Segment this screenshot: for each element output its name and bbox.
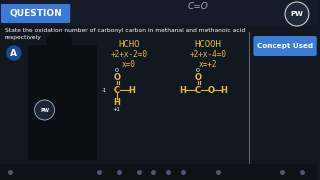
Text: State the oxidation number of carbonyl carbon in methanal and methanoic acid: State the oxidation number of carbonyl c… — [5, 28, 245, 33]
Text: H: H — [128, 86, 135, 94]
Text: -1: -1 — [101, 87, 107, 93]
Text: x=+2: x=+2 — [199, 60, 217, 69]
Text: HCOOH: HCOOH — [195, 39, 221, 48]
Text: PW: PW — [291, 11, 303, 17]
Text: QUESTION: QUESTION — [9, 8, 62, 17]
Text: +2+x-4=0: +2+x-4=0 — [189, 50, 226, 59]
Circle shape — [47, 30, 71, 54]
Text: O: O — [195, 73, 202, 82]
Text: HCHO: HCHO — [118, 39, 140, 48]
FancyBboxPatch shape — [253, 36, 317, 56]
Text: O: O — [207, 86, 214, 94]
Text: C: C — [114, 86, 120, 94]
FancyBboxPatch shape — [1, 4, 70, 23]
FancyBboxPatch shape — [0, 0, 317, 25]
Text: C: C — [195, 86, 201, 94]
Circle shape — [7, 46, 21, 60]
Text: H: H — [220, 86, 227, 94]
Text: O: O — [113, 73, 120, 82]
Text: +1: +1 — [113, 107, 121, 111]
Text: +2+x-2=0: +2+x-2=0 — [110, 50, 147, 59]
FancyBboxPatch shape — [28, 45, 97, 160]
Text: x=0: x=0 — [122, 60, 136, 69]
Text: PW: PW — [40, 107, 49, 112]
Text: C=O: C=O — [188, 1, 208, 10]
Text: respectively: respectively — [5, 35, 42, 39]
Text: A: A — [10, 48, 17, 57]
Circle shape — [285, 2, 309, 26]
Text: H: H — [113, 98, 120, 107]
Circle shape — [35, 100, 54, 120]
FancyBboxPatch shape — [0, 164, 317, 180]
Text: 0: 0 — [115, 68, 119, 73]
Text: Concept Used: Concept Used — [257, 43, 313, 49]
Text: H: H — [180, 86, 187, 94]
Text: 0: 0 — [196, 68, 200, 73]
